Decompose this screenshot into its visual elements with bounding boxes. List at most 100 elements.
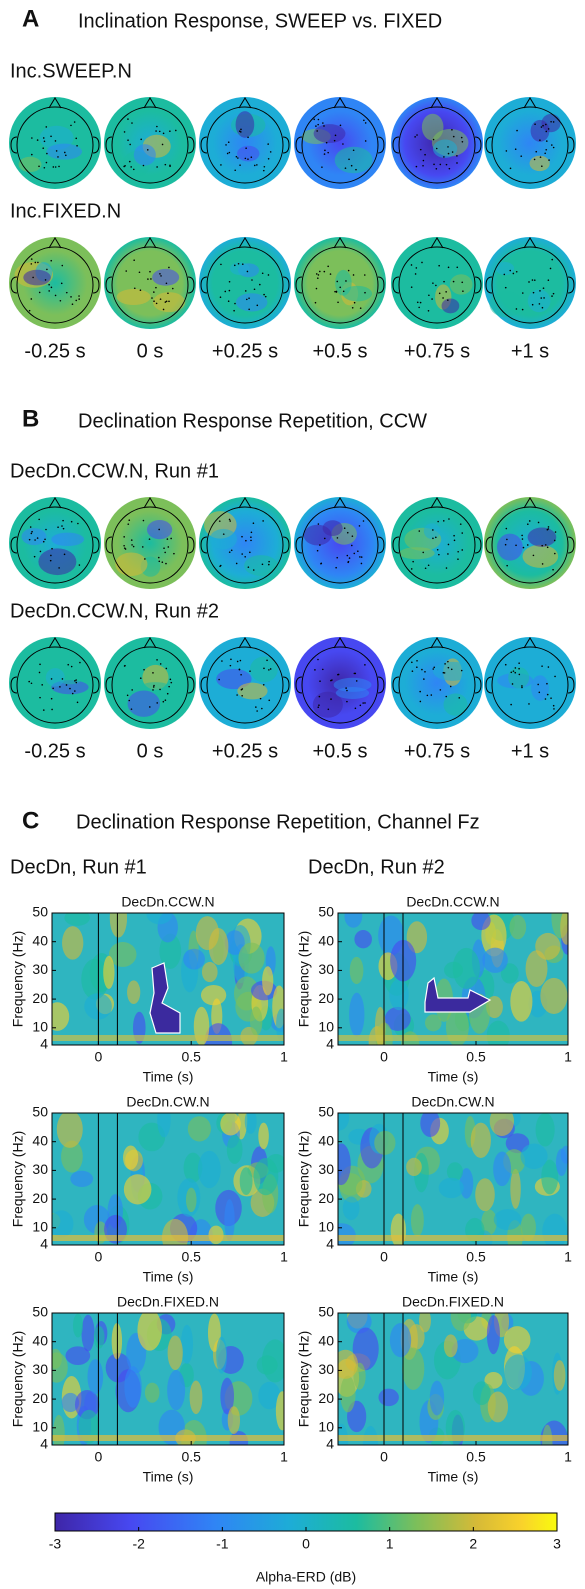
electrode bbox=[270, 668, 272, 670]
x-tick-label: 1 bbox=[564, 1049, 572, 1065]
electrode bbox=[72, 303, 74, 305]
x-tick-label: 0.5 bbox=[466, 1049, 486, 1065]
figure: AInclination Response, SWEEP vs. FIXEDIn… bbox=[0, 0, 585, 1589]
electrode bbox=[360, 307, 362, 309]
electrode bbox=[439, 164, 441, 166]
topo-map bbox=[294, 97, 386, 189]
electrode bbox=[38, 519, 40, 521]
electrode bbox=[443, 520, 445, 522]
electrode bbox=[240, 660, 242, 662]
electrode bbox=[55, 166, 57, 168]
spectrogram-blob bbox=[535, 933, 560, 960]
electrode bbox=[539, 692, 541, 694]
y-tick-label: 50 bbox=[32, 904, 48, 920]
spectrogram-blob bbox=[258, 1123, 269, 1150]
electrode bbox=[533, 555, 535, 557]
electrode bbox=[241, 553, 243, 555]
electrode bbox=[245, 540, 247, 542]
electrode bbox=[40, 551, 42, 553]
electrode bbox=[250, 540, 252, 542]
electrode bbox=[153, 300, 155, 302]
electrode bbox=[539, 303, 541, 305]
spectrogram-blob bbox=[53, 1415, 65, 1453]
electrode bbox=[437, 549, 439, 551]
electrode bbox=[541, 126, 543, 128]
topo-blob bbox=[51, 533, 84, 546]
electrode bbox=[61, 265, 63, 267]
electrode bbox=[150, 278, 152, 280]
electrode bbox=[45, 126, 47, 128]
electrode bbox=[513, 670, 515, 672]
electrode bbox=[543, 287, 545, 289]
spectrogram bbox=[45, 898, 291, 1061]
spectrogram-blob bbox=[494, 1209, 522, 1230]
electrode bbox=[420, 302, 422, 304]
electrode bbox=[447, 553, 449, 555]
electrode bbox=[57, 156, 59, 158]
electrode bbox=[124, 165, 126, 167]
y-tick-label: 40 bbox=[32, 1332, 48, 1348]
electrode bbox=[248, 566, 250, 568]
electrode bbox=[165, 301, 167, 303]
y-tick-label: 10 bbox=[318, 1218, 334, 1234]
y-tick-label: 4 bbox=[326, 1436, 334, 1452]
colorbar-tick-label: 2 bbox=[469, 1536, 477, 1552]
electrode bbox=[259, 284, 261, 286]
electrode bbox=[457, 558, 459, 560]
spectrogram-blob bbox=[363, 1426, 378, 1463]
electrode bbox=[261, 708, 263, 710]
spectrogram bbox=[46, 1100, 286, 1256]
electrode bbox=[440, 689, 442, 691]
row-label: DecDn.CCW.N, Run #1 bbox=[10, 460, 219, 482]
electrode bbox=[32, 277, 34, 279]
spectrogram-blob bbox=[401, 1031, 419, 1056]
electrode bbox=[153, 685, 155, 687]
electrode bbox=[432, 538, 434, 540]
spectrogram-blob bbox=[439, 1178, 464, 1198]
electrode bbox=[321, 166, 323, 168]
electrode bbox=[268, 564, 270, 566]
electrode bbox=[423, 160, 425, 162]
electrode bbox=[418, 307, 420, 309]
electrode bbox=[156, 166, 158, 168]
electrode bbox=[327, 266, 329, 268]
electrode bbox=[34, 539, 36, 541]
electrode bbox=[442, 297, 444, 299]
electrode bbox=[52, 688, 54, 690]
spectrogram-blob bbox=[471, 1123, 491, 1158]
electrode bbox=[424, 671, 426, 673]
electrode bbox=[330, 698, 332, 700]
low-band bbox=[338, 1035, 568, 1041]
electrode bbox=[415, 273, 417, 275]
electrode bbox=[345, 280, 347, 282]
electrode bbox=[336, 281, 338, 283]
electrode bbox=[127, 139, 129, 141]
electrode bbox=[35, 262, 37, 264]
electrode bbox=[169, 165, 171, 167]
electrode bbox=[337, 301, 339, 303]
electrode bbox=[532, 304, 534, 306]
electrode bbox=[66, 684, 68, 686]
spectrogram-blob bbox=[340, 1376, 355, 1413]
electrode bbox=[225, 144, 227, 146]
electrode bbox=[143, 165, 145, 167]
spectrogram-blob bbox=[374, 1131, 395, 1155]
electrode bbox=[37, 537, 39, 539]
topo-blob bbox=[323, 520, 343, 536]
electrode bbox=[46, 153, 48, 155]
y-tick-label: 20 bbox=[32, 1390, 48, 1406]
electrode bbox=[462, 141, 464, 143]
electrode bbox=[153, 291, 155, 293]
electrode bbox=[62, 678, 64, 680]
electrode bbox=[229, 519, 231, 521]
spectrogram-blob bbox=[145, 1383, 160, 1403]
electrode bbox=[262, 520, 264, 522]
electrode bbox=[348, 158, 350, 160]
electrode bbox=[447, 146, 449, 148]
spectrogram-blob bbox=[228, 1406, 240, 1434]
electrode bbox=[59, 686, 61, 688]
spectrogram-blob bbox=[70, 1171, 93, 1187]
electrode bbox=[44, 167, 46, 169]
electrode bbox=[454, 540, 456, 542]
electrode bbox=[416, 267, 418, 269]
